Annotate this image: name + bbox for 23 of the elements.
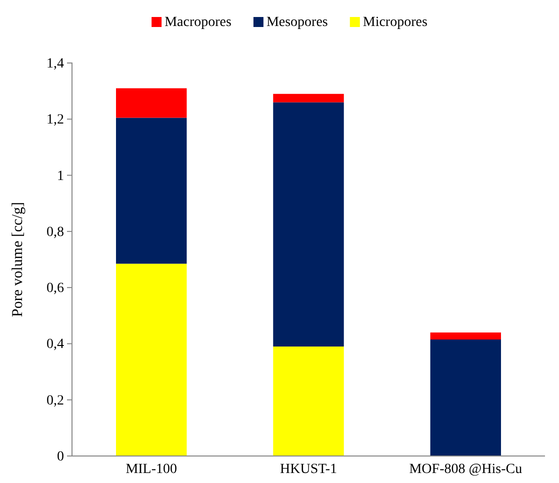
y-tick-label: 1,4 [46,56,64,72]
bar [273,94,344,102]
y-tick-label: 0 [57,449,64,464]
bar [430,332,501,340]
bar [430,340,501,456]
x-tick-label: MOF-808 @His-Cu [409,462,522,477]
y-axis-title: Pore volume [cc/g] [10,202,26,317]
legend-label: Micropores [362,15,428,30]
bar [116,118,187,264]
y-tick-label: 0,8 [46,224,64,240]
bar [273,102,344,347]
y-tick-label: 0,2 [46,393,64,408]
legend-label: Macropores [164,15,232,30]
legend-label: Mesopores [266,15,328,30]
x-tick-label: MIL-100 [126,462,178,477]
y-tick-label: 1,2 [46,112,64,128]
y-tick-label: 1 [57,168,64,184]
bar [116,88,187,118]
bar [273,346,344,456]
y-tick-label: 0,4 [46,337,64,352]
y-tick-label: 0,6 [46,281,64,296]
bar [116,264,187,456]
x-tick-label: HKUST-1 [280,462,338,477]
